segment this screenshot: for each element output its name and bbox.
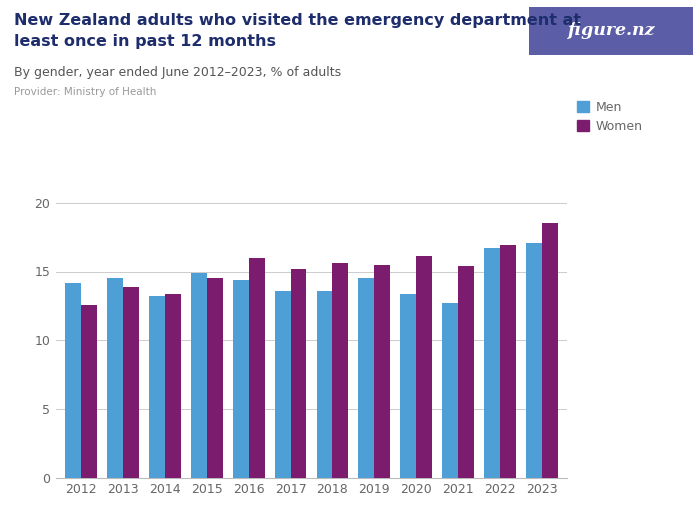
Bar: [526, 243, 542, 478]
Bar: [500, 245, 516, 478]
Bar: [165, 293, 181, 478]
Text: figure.nz: figure.nz: [567, 23, 654, 39]
Bar: [542, 223, 558, 478]
Bar: [274, 291, 290, 478]
Text: Provider: Ministry of Health: Provider: Ministry of Health: [14, 87, 156, 97]
Bar: [248, 258, 265, 478]
Bar: [191, 273, 206, 478]
Bar: [332, 263, 349, 478]
Bar: [458, 266, 474, 478]
Bar: [416, 256, 432, 478]
Bar: [149, 296, 165, 478]
Text: By gender, year ended June 2012–2023, % of adults: By gender, year ended June 2012–2023, % …: [14, 66, 341, 79]
Bar: [123, 287, 139, 478]
Bar: [107, 278, 123, 478]
Bar: [374, 265, 390, 478]
Bar: [81, 304, 97, 478]
Bar: [484, 248, 500, 478]
Bar: [400, 293, 416, 478]
Bar: [233, 280, 248, 478]
Bar: [65, 282, 81, 478]
Bar: [442, 303, 458, 478]
Bar: [290, 269, 307, 478]
Text: least once in past 12 months: least once in past 12 months: [14, 34, 276, 49]
Legend: Men, Women: Men, Women: [577, 101, 643, 133]
Text: New Zealand adults who visited the emergency department at: New Zealand adults who visited the emerg…: [14, 13, 581, 28]
Bar: [316, 291, 332, 478]
Bar: [206, 278, 223, 478]
Bar: [358, 278, 375, 478]
